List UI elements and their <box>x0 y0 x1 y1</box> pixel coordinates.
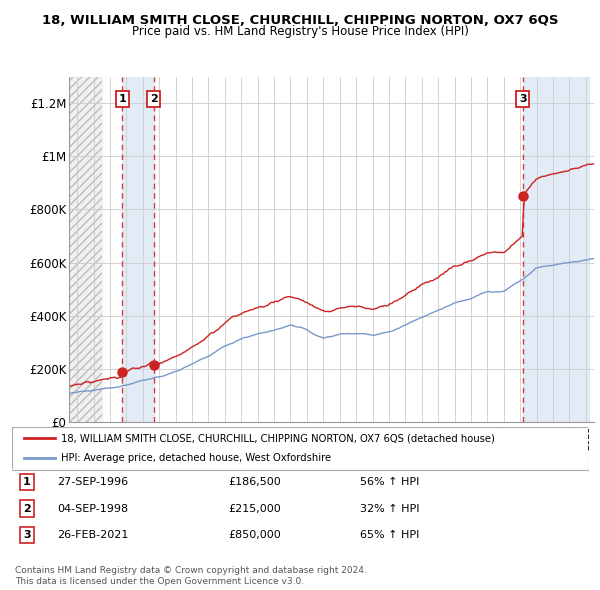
Text: HPI: Average price, detached house, West Oxfordshire: HPI: Average price, detached house, West… <box>61 454 331 463</box>
Text: 56% ↑ HPI: 56% ↑ HPI <box>360 477 419 487</box>
Text: 3: 3 <box>519 94 526 104</box>
Bar <box>69 77 102 422</box>
Text: 32% ↑ HPI: 32% ↑ HPI <box>360 504 419 513</box>
Text: 18, WILLIAM SMITH CLOSE, CHURCHILL, CHIPPING NORTON, OX7 6QS: 18, WILLIAM SMITH CLOSE, CHURCHILL, CHIP… <box>42 14 558 27</box>
Text: £850,000: £850,000 <box>228 530 281 540</box>
Bar <box>523 77 589 422</box>
Text: 27-SEP-1996: 27-SEP-1996 <box>57 477 128 487</box>
Bar <box>69 77 102 422</box>
Text: 04-SEP-1998: 04-SEP-1998 <box>57 504 128 513</box>
FancyBboxPatch shape <box>12 427 588 469</box>
Text: 1: 1 <box>118 94 126 104</box>
Text: £186,500: £186,500 <box>228 477 281 487</box>
Text: 2: 2 <box>23 504 31 513</box>
Text: Contains HM Land Registry data © Crown copyright and database right 2024.: Contains HM Land Registry data © Crown c… <box>15 566 367 575</box>
Text: £215,000: £215,000 <box>228 504 281 513</box>
Text: Price paid vs. HM Land Registry's House Price Index (HPI): Price paid vs. HM Land Registry's House … <box>131 25 469 38</box>
Text: 26-FEB-2021: 26-FEB-2021 <box>57 530 128 540</box>
Bar <box>122 77 154 422</box>
Text: This data is licensed under the Open Government Licence v3.0.: This data is licensed under the Open Gov… <box>15 577 304 586</box>
Text: 18, WILLIAM SMITH CLOSE, CHURCHILL, CHIPPING NORTON, OX7 6QS (detached house): 18, WILLIAM SMITH CLOSE, CHURCHILL, CHIP… <box>61 434 495 444</box>
Text: 65% ↑ HPI: 65% ↑ HPI <box>360 530 419 540</box>
Text: 2: 2 <box>150 94 158 104</box>
Text: 1: 1 <box>23 477 31 487</box>
Text: 3: 3 <box>23 530 31 540</box>
